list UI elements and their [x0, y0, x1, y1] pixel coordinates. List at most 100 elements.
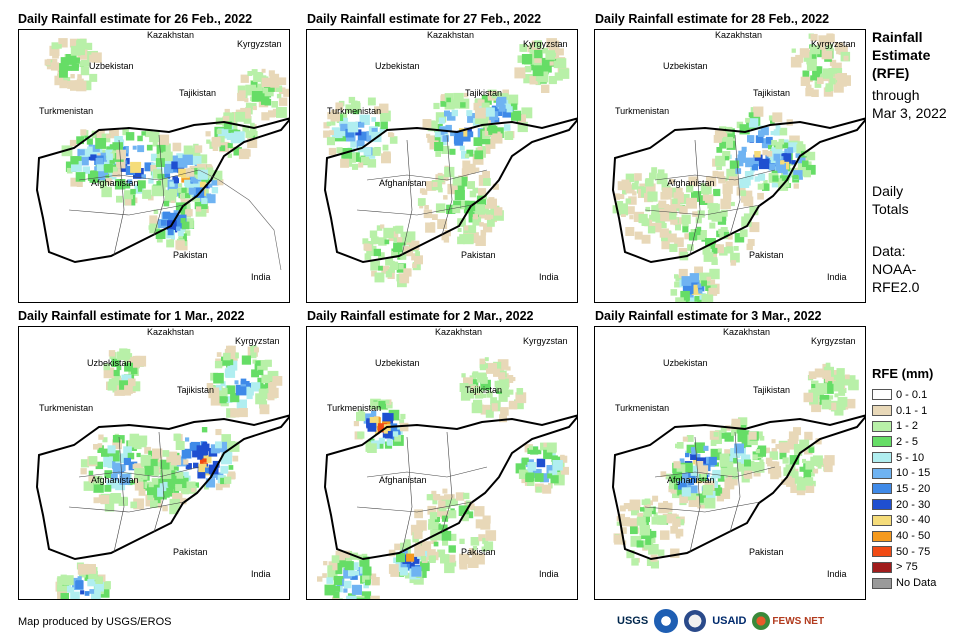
rainfall-cell: [669, 212, 677, 220]
rainfall-cell: [413, 567, 418, 572]
rainfall-cell: [144, 129, 153, 138]
rainfall-cell: [335, 102, 344, 111]
rainfall-cell: [468, 503, 475, 510]
rainfall-cell: [803, 170, 811, 178]
rainfall-cell: [823, 463, 833, 473]
label-afghanistan: Afghanistan: [91, 475, 139, 485]
rainfall-cell: [445, 124, 452, 132]
rainfall-cell: [437, 549, 446, 558]
rainfall-cell: [246, 387, 254, 396]
rainfall-cell: [183, 459, 189, 465]
rainfall-cell: [667, 233, 677, 243]
rainfall-cell: [757, 445, 767, 454]
rainfall-cell: [356, 411, 366, 422]
rainfall-cell: [702, 194, 710, 201]
rainfall-cell: [364, 253, 372, 260]
map-graphic: [323, 38, 577, 288]
rainfall-cell: [374, 430, 380, 435]
rainfall-cell: [218, 136, 225, 143]
rainfall-cell: [689, 485, 698, 494]
rainfall-cell: [94, 581, 104, 592]
side-through: through Mar 3, 2022: [872, 86, 947, 122]
rainfall-cell: [88, 470, 94, 476]
rainfall-cell: [140, 454, 152, 466]
rainfall-cell: [833, 374, 839, 381]
rainfall-cell: [110, 473, 118, 481]
rainfall-cell: [479, 222, 484, 227]
rainfall-cell: [396, 553, 406, 563]
fewsnet-globe-icon: [752, 612, 771, 630]
rainfall-cell: [77, 563, 89, 575]
rainfall-cell: [695, 473, 701, 479]
rainfall-cell: [483, 223, 493, 233]
rainfall-cell: [534, 49, 543, 59]
rainfall-cell: [820, 73, 826, 79]
rainfall-cell: [106, 153, 113, 161]
rainfall-cell: [659, 228, 669, 238]
rainfall-cell: [373, 248, 381, 257]
rainfall-cell: [720, 209, 728, 217]
rainfall-cell: [712, 451, 722, 461]
rainfall-cell: [229, 121, 238, 130]
rainfall-cell: [169, 181, 175, 187]
legend-label: 30 - 40: [896, 514, 931, 527]
rainfall-cell: [459, 538, 465, 544]
rainfall-cell: [57, 44, 62, 49]
rainfall-cell: [660, 213, 668, 222]
rainfall-cell: [208, 464, 219, 475]
rainfall-cell: [80, 468, 87, 475]
rainfall-cell: [132, 145, 137, 150]
rainfall-cell: [667, 205, 678, 216]
rainfall-cell: [127, 179, 133, 185]
rainfall-cell: [501, 93, 509, 100]
rainfall-cell: [363, 243, 370, 250]
rainfall-cell: [70, 80, 81, 91]
rainfall-cell: [381, 265, 390, 274]
rainfall-cell: [109, 128, 119, 139]
rainfall-cell: [460, 391, 471, 401]
side-data-line: RFE2.0: [872, 279, 920, 295]
rainfall-cell: [87, 579, 95, 587]
rainfall-cell: [555, 53, 560, 58]
rainfall-cell: [278, 97, 288, 106]
rainfall-cell: [228, 465, 234, 470]
rainfall-cell: [345, 128, 354, 138]
rainfall-cell: [803, 392, 813, 403]
rainfall-cell: [741, 454, 751, 464]
rainfall-cell: [845, 398, 856, 409]
label-uzbekistan: Uzbekistan: [663, 61, 708, 71]
rainfall-cell: [511, 377, 516, 382]
rainfall-cell: [444, 99, 455, 110]
rainfall-cell: [218, 387, 228, 397]
rainfall-cell: [447, 183, 458, 195]
rainfall-cell: [116, 435, 125, 444]
rainfall-cell: [370, 595, 380, 599]
rainfall-cell: [222, 447, 233, 458]
rainfall-cell: [771, 466, 781, 477]
rainfall-cell: [449, 148, 456, 155]
label-tajikistan: Tajikistan: [179, 88, 217, 98]
rainfall-cell: [322, 573, 327, 578]
rainfall-cell: [116, 365, 122, 371]
rainfall-cell: [162, 211, 171, 219]
rainfall-cell: [106, 134, 111, 139]
rainfall-cell: [137, 135, 143, 142]
rainfall-cell: [217, 128, 228, 139]
rainfall-cell: [732, 473, 739, 480]
rainfall-cell: [480, 229, 487, 236]
rainfall-cell: [250, 122, 255, 128]
rainfall-cell: [730, 201, 735, 207]
panel-title-1: Daily Rainfall estimate for 26 Feb., 202…: [18, 12, 253, 26]
rainfall-cell: [151, 478, 159, 485]
rainfall-cell: [694, 266, 703, 276]
rainfall-cell: [134, 463, 143, 473]
rainfall-cell: [638, 213, 648, 224]
rainfall-cell: [677, 488, 685, 496]
rainfall-cell: [534, 473, 544, 482]
rainfall-cell: [625, 227, 635, 236]
rainfall-cell: [69, 38, 79, 48]
rainfall-cell: [630, 526, 638, 535]
label-kazakhstan: Kazakhstan: [435, 327, 483, 337]
rainfall-cell: [97, 448, 103, 453]
rainfall-cell: [554, 72, 563, 81]
